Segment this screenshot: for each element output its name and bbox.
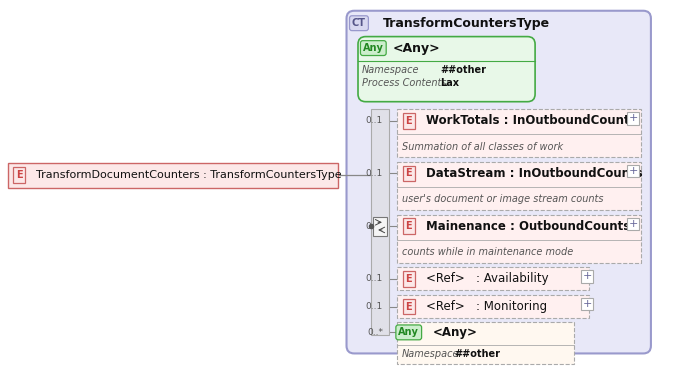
Text: counts while in maintenance mode: counts while in maintenance mode	[402, 247, 573, 257]
Text: E: E	[16, 170, 23, 180]
Text: 0..1: 0..1	[366, 274, 383, 283]
Text: Any: Any	[363, 43, 383, 53]
Text: E: E	[405, 221, 412, 231]
Text: +: +	[628, 219, 638, 229]
Bar	[371, 109, 389, 335]
Text: Lax: Lax	[440, 77, 460, 87]
Text: WorkTotals : InOutboundCounts: WorkTotals : InOutboundCounts	[426, 114, 637, 127]
Bar	[581, 270, 593, 283]
Bar	[627, 112, 639, 125]
Text: 0..1: 0..1	[366, 116, 383, 125]
Text: <Ref>   : Monitoring: <Ref> : Monitoring	[426, 300, 547, 313]
Text: TransformDocumentCounters : TransformCountersType: TransformDocumentCounters : TransformCou…	[36, 170, 342, 180]
Bar	[397, 267, 589, 290]
FancyBboxPatch shape	[358, 37, 535, 102]
Text: 0..1: 0..1	[366, 302, 383, 311]
Text: ##other: ##other	[455, 349, 501, 359]
Bar	[627, 165, 639, 177]
Bar	[8, 163, 338, 188]
Bar	[397, 295, 589, 318]
Bar	[581, 298, 593, 310]
Text: +: +	[628, 113, 638, 124]
Text: <Ref>   : Availability: <Ref> : Availability	[426, 272, 549, 285]
Bar	[397, 215, 641, 262]
Bar	[397, 109, 641, 157]
Text: ##other: ##other	[440, 65, 486, 75]
Text: E: E	[405, 116, 412, 126]
Text: +: +	[628, 166, 638, 176]
Text: 0..1: 0..1	[366, 222, 383, 231]
FancyBboxPatch shape	[346, 11, 651, 354]
Bar	[397, 322, 574, 364]
Text: 0..1: 0..1	[366, 169, 383, 178]
Text: DataStream : InOutboundCounts: DataStream : InOutboundCounts	[426, 167, 643, 180]
Text: Any: Any	[399, 327, 419, 337]
Text: Process Contents: Process Contents	[362, 77, 447, 87]
Text: +: +	[582, 299, 592, 309]
Text: E: E	[405, 301, 412, 311]
Bar	[397, 162, 641, 210]
Text: E: E	[405, 274, 412, 284]
Text: Mainenance : OutboundCounts: Mainenance : OutboundCounts	[426, 220, 630, 232]
Text: <Any>: <Any>	[392, 42, 440, 55]
Text: user's document or image stream counts: user's document or image stream counts	[402, 194, 604, 204]
Text: E: E	[405, 169, 412, 179]
Text: <Any>: <Any>	[433, 326, 477, 339]
Text: 0..*: 0..*	[367, 328, 383, 337]
Text: CT: CT	[352, 18, 366, 28]
Text: TransformCountersType: TransformCountersType	[383, 17, 550, 30]
Text: Namespace: Namespace	[402, 349, 460, 359]
Bar	[373, 217, 387, 236]
Text: Namespace: Namespace	[362, 65, 419, 75]
Text: Summation of all classes of work: Summation of all classes of work	[402, 142, 563, 152]
Bar	[627, 217, 639, 230]
Text: +: +	[582, 271, 592, 282]
